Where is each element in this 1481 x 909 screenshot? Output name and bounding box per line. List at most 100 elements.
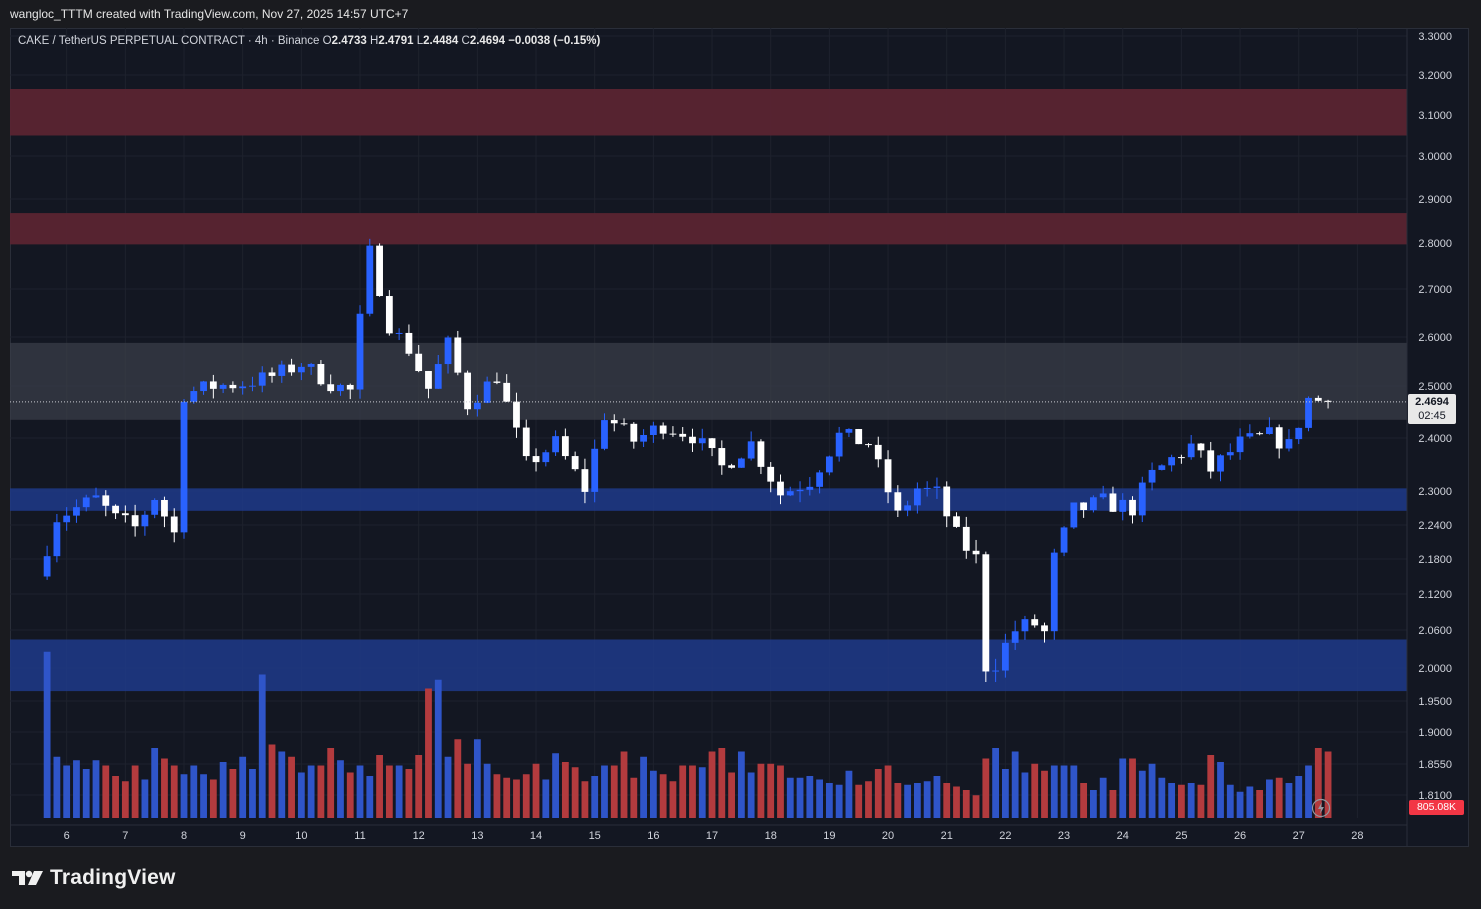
price-tick-label: 2.1800 — [1418, 554, 1452, 566]
candle-body — [689, 436, 696, 444]
symbol-title: CAKE / TetherUS PERPETUAL CONTRACT · 4h … — [18, 35, 320, 47]
volume-bar — [1109, 790, 1117, 818]
candle-body — [1226, 452, 1234, 456]
price-tick-label: 2.0000 — [1418, 663, 1452, 675]
time-tick-label: 12 — [413, 830, 425, 842]
candle-body — [141, 514, 149, 527]
resistance-zone — [10, 89, 1407, 136]
candle-body — [366, 245, 374, 314]
candle-body — [151, 499, 159, 515]
volume-bar — [483, 763, 491, 818]
price-tick-label: 2.4000 — [1418, 433, 1452, 445]
volume-bar — [268, 744, 276, 818]
candle-body — [346, 384, 354, 390]
volume-bar — [376, 755, 383, 818]
candle-body — [219, 384, 227, 389]
volume-bar — [1295, 776, 1303, 818]
candle-body — [454, 337, 462, 373]
volume-bar — [53, 756, 61, 818]
volume-bar — [307, 765, 315, 818]
candle-body — [102, 495, 110, 506]
price-tick-label: 2.3000 — [1418, 486, 1452, 498]
symbol-legend: CAKE / TetherUS PERPETUAL CONTRACT · 4h … — [18, 35, 600, 47]
close-label: C — [461, 35, 470, 47]
candle-body — [708, 438, 716, 449]
candle-body — [1305, 397, 1312, 428]
candle-body — [317, 364, 325, 385]
volume-bar — [943, 783, 951, 818]
volume-bar — [630, 777, 638, 818]
bar-countdown: 02:45 — [1418, 409, 1446, 422]
volume-bar — [112, 776, 119, 818]
volume-bar — [1148, 763, 1156, 818]
volume-bar — [953, 786, 960, 818]
candle-body — [356, 313, 364, 390]
candle-body — [1217, 455, 1224, 472]
candle-body — [278, 364, 286, 376]
candle-body — [1295, 427, 1303, 440]
candle-body — [796, 489, 804, 492]
candle-body — [395, 332, 403, 334]
candle-body — [659, 425, 667, 434]
time-tick-label: 9 — [240, 830, 246, 842]
volume-bar — [542, 779, 550, 818]
volume-bar — [522, 774, 530, 818]
time-tick-label: 27 — [1293, 830, 1305, 842]
time-tick-label: 24 — [1117, 830, 1129, 842]
current-price-tag: 2.4694 02:45 — [1408, 393, 1456, 424]
candle-body — [1197, 443, 1205, 451]
volume-bar — [1285, 783, 1293, 818]
volume-bar — [63, 765, 71, 818]
candle-body — [376, 245, 383, 297]
volume-bar — [982, 758, 990, 818]
candle-body — [767, 466, 775, 482]
tradingview-icon — [12, 870, 43, 885]
candle-body — [542, 452, 550, 463]
candle-body — [200, 381, 207, 392]
volume-bar — [1178, 784, 1185, 818]
candle-body — [415, 353, 423, 372]
candlestick-chart[interactable]: 3.3000 3.2000 3.1000 3.0000 2.9000 2.8000 2.70… — [10, 28, 1469, 847]
candle-body — [239, 386, 247, 389]
volume-bar — [689, 765, 696, 818]
high-value: 2.4791 — [378, 35, 414, 47]
candle-body — [1236, 436, 1244, 453]
candle-body — [1138, 482, 1146, 516]
price-zones — [10, 89, 1407, 692]
volume-bar — [337, 760, 344, 818]
volume-bar — [1080, 783, 1088, 818]
time-tick-label: 6 — [64, 830, 70, 842]
volume-bar — [825, 783, 833, 818]
price-tick-label: 2.2400 — [1418, 520, 1452, 532]
price-tick-label: 2.7000 — [1418, 284, 1452, 296]
candle-body — [552, 436, 559, 453]
low-value: 2.4484 — [423, 35, 459, 47]
time-tick-label: 23 — [1058, 830, 1070, 842]
volume-bar — [1099, 777, 1107, 818]
volume-bar — [102, 765, 110, 818]
candle-body — [1285, 439, 1293, 449]
volume-bar — [297, 772, 305, 818]
candle-body — [190, 391, 198, 402]
volume-bar — [1246, 786, 1254, 818]
volume-bar — [493, 774, 501, 818]
candle-body — [82, 497, 90, 508]
volume-bar — [1236, 791, 1244, 818]
volume-bar — [1070, 765, 1078, 818]
volume-bar — [1217, 762, 1224, 818]
candle-body — [601, 420, 608, 449]
volume-bar — [1314, 748, 1322, 818]
volume-bar — [835, 784, 843, 818]
volume-bar — [620, 751, 628, 818]
volume-bar — [415, 755, 423, 818]
volume-bar — [92, 760, 100, 818]
tradingview-wordmark: TradingView — [50, 866, 176, 889]
candle-body — [464, 372, 471, 410]
candle-body — [874, 444, 882, 460]
volume-bar — [346, 772, 354, 818]
candle-body — [258, 372, 266, 386]
volume-tag: 805.08K — [1409, 800, 1464, 815]
lightning-icon[interactable] — [1311, 798, 1331, 818]
time-tick-label: 7 — [122, 830, 128, 842]
price-tick-label: 2.5000 — [1418, 381, 1452, 393]
